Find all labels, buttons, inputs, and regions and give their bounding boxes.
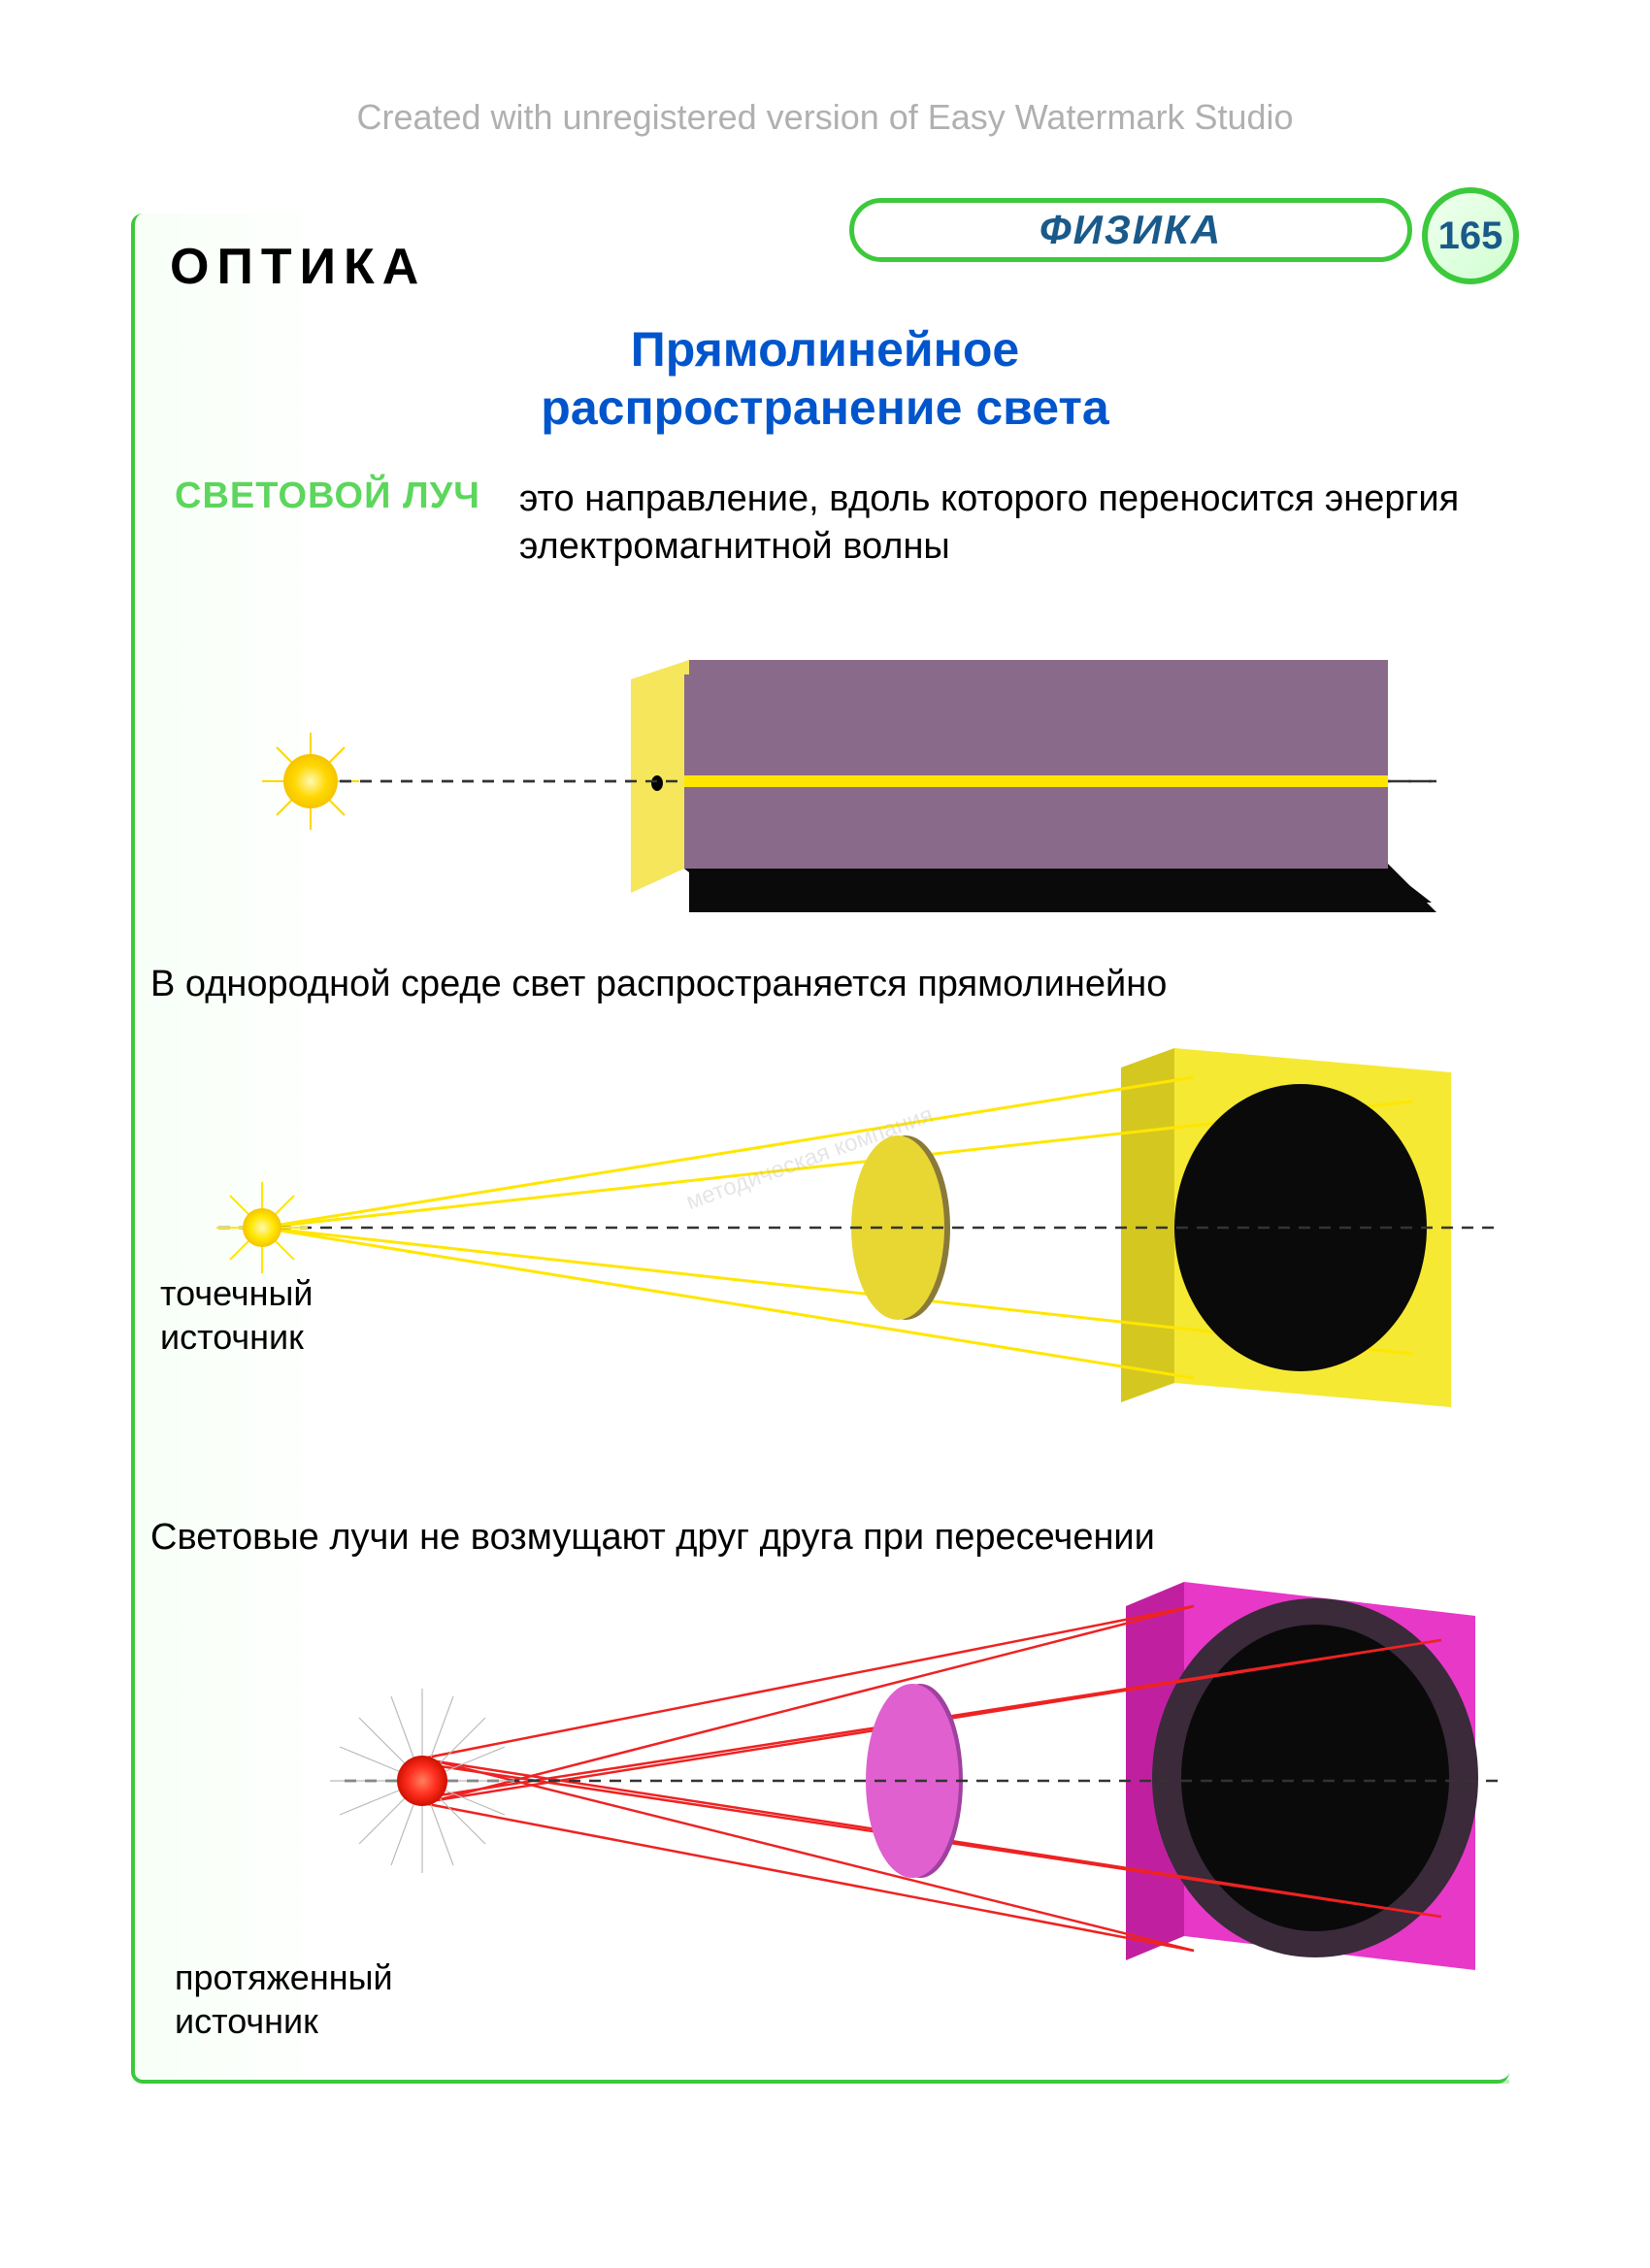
definition-text: это направление, вдоль которого переноси…	[519, 476, 1495, 572]
caption-1: В однородной среде свет распространяется…	[150, 961, 1495, 1008]
page-number-circle: 165	[1422, 187, 1519, 284]
caption-2-text: Световые лучи не возмущают друг друга пр…	[150, 1514, 1495, 1561]
diagram-extended-source	[150, 1572, 1509, 2009]
definition-row: СВЕТОВОЙ ЛУЧ это направление, вдоль кото…	[175, 476, 1495, 572]
heading-line-1: Прямолинейное	[541, 320, 1108, 378]
watermark-text: Created with unregistered version of Eas…	[356, 97, 1293, 138]
diagram-ray-box	[243, 621, 1456, 941]
bottom-border-line	[150, 2080, 1509, 2084]
caption-2: Световые лучи не возмущают друг друга пр…	[150, 1514, 1495, 1561]
main-heading: Прямолинейное распространение света	[541, 320, 1108, 437]
definition-term: СВЕТОВОЙ ЛУЧ	[175, 476, 480, 572]
diagram-point-source	[150, 1019, 1509, 1446]
label-extended-source: протяженныйисточник	[175, 1956, 393, 2043]
caption-1-text: В однородной среде свет распространяется…	[150, 961, 1495, 1008]
header-badge: ФИЗИКА 165	[849, 192, 1509, 268]
page-number: 165	[1438, 214, 1503, 258]
heading-line-2: распространение света	[541, 378, 1108, 437]
subject-pill: ФИЗИКА	[849, 198, 1412, 262]
subject-label: ФИЗИКА	[1040, 207, 1222, 253]
section-title: ОПТИКА	[170, 238, 426, 296]
label-point-source: точечныйисточник	[160, 1271, 314, 1359]
